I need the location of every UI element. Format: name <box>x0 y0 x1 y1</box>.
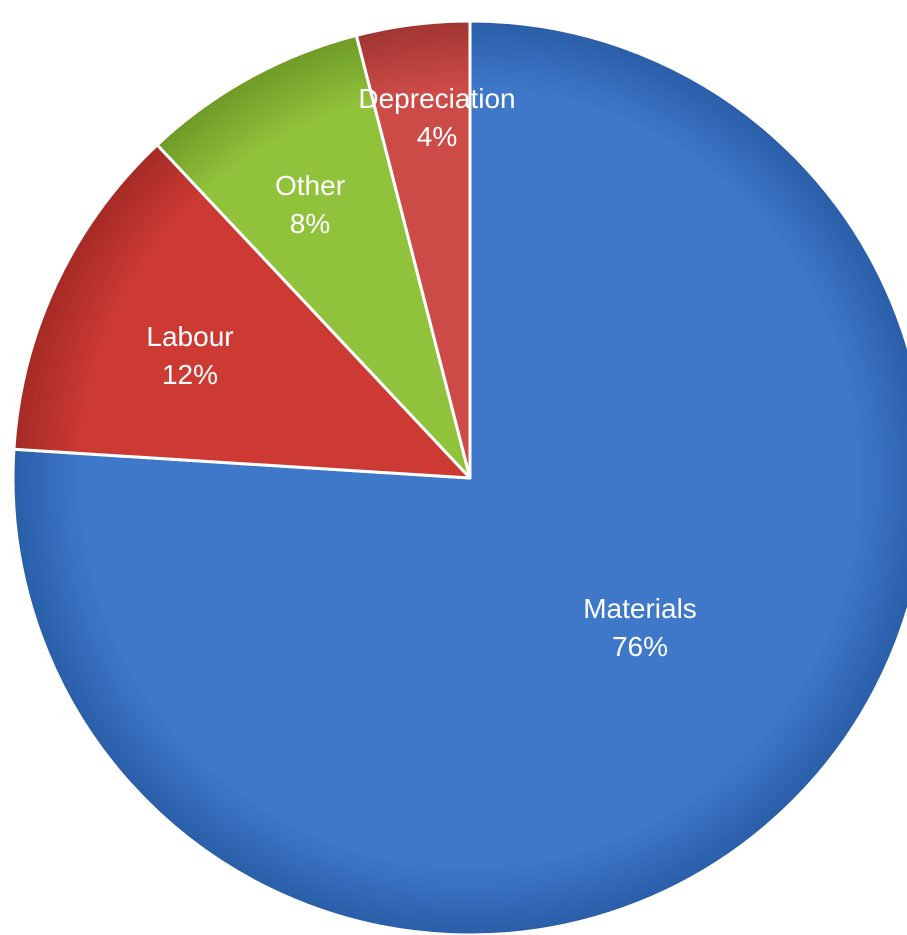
slice-label-materials: Materials 76% <box>583 593 697 662</box>
pie-slice-depreciation <box>354 19 472 480</box>
slice-value-label: 12% <box>162 359 218 390</box>
slice-value-label: 76% <box>612 631 668 662</box>
slice-value-label: 4% <box>417 121 457 152</box>
pie-slice-other <box>155 33 472 480</box>
pie-slices <box>11 19 907 935</box>
slice-value-label: 8% <box>290 208 330 239</box>
slice-category-label: Other <box>275 170 345 201</box>
pie-labels: Materials 76% Labour 12% Other 8% Depreciation… <box>146 83 696 662</box>
slice-category-label: Materials <box>583 593 697 624</box>
slice-label-depreciation: Depreciation 4% <box>358 83 515 152</box>
slice-label-other: Other 8% <box>275 170 345 239</box>
slice-category-label: Depreciation <box>358 83 515 114</box>
pie-slice-labour <box>12 143 472 480</box>
slice-label-labour: Labour 12% <box>146 321 233 390</box>
slice-category-label: Labour <box>146 321 233 352</box>
